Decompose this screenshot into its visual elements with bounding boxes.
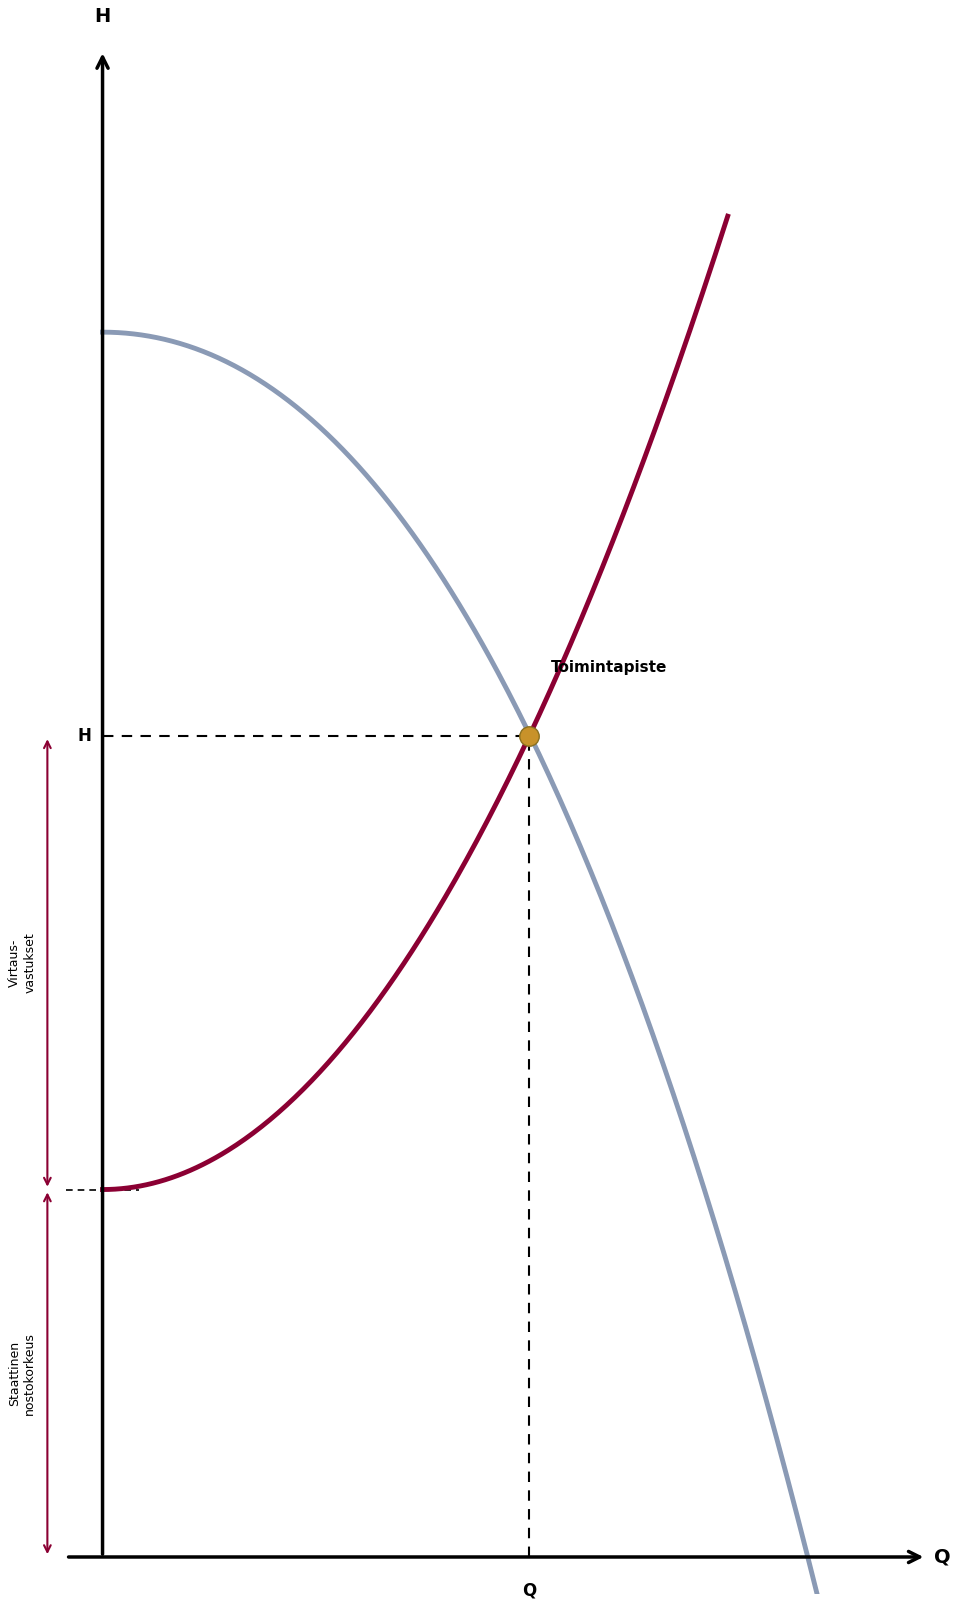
Text: Virtaus-
vastukset: Virtaus- vastukset [9,933,36,993]
Text: H: H [94,6,110,26]
Text: H: H [78,727,91,745]
Text: Q: Q [522,1582,537,1599]
Text: Staattinen
nostokorkeus: Staattinen nostokorkeus [9,1332,36,1414]
Text: Toimintapiste: Toimintapiste [551,660,667,676]
Text: Q: Q [934,1548,950,1567]
